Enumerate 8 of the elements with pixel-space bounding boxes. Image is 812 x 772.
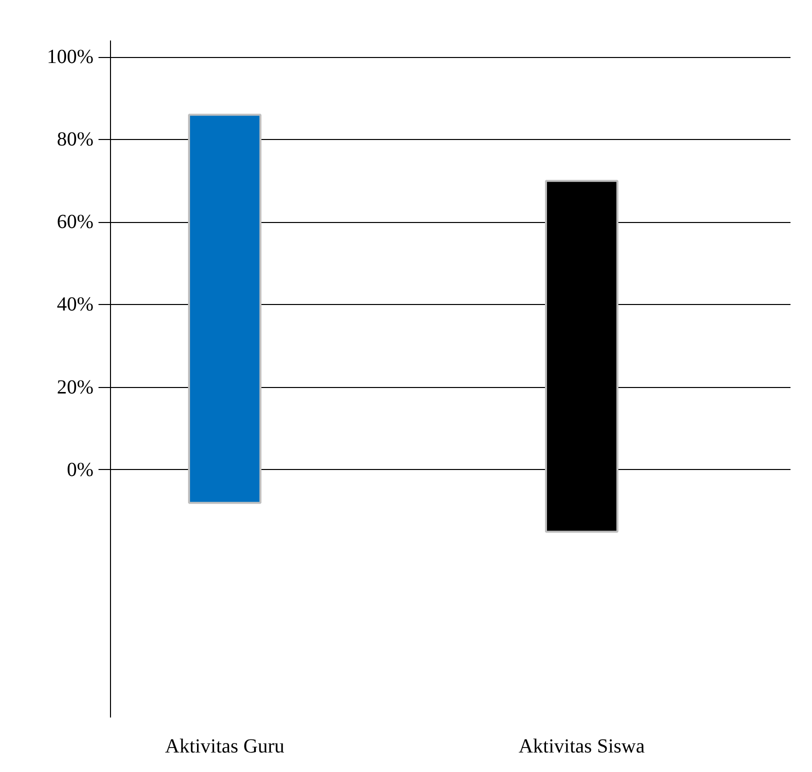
y-tick-label: 100% xyxy=(46,46,94,68)
y-tick-label: 80% xyxy=(56,128,94,151)
y-tick-label: 20% xyxy=(56,376,94,398)
y-tick-label: 40% xyxy=(56,294,94,316)
y-tick-label: 60% xyxy=(56,211,94,234)
y-tick-label: 0% xyxy=(66,458,94,481)
x-tick-label: Aktivitas Siswa xyxy=(518,736,645,758)
x-tick-label: Aktivitas Guru xyxy=(165,736,284,758)
